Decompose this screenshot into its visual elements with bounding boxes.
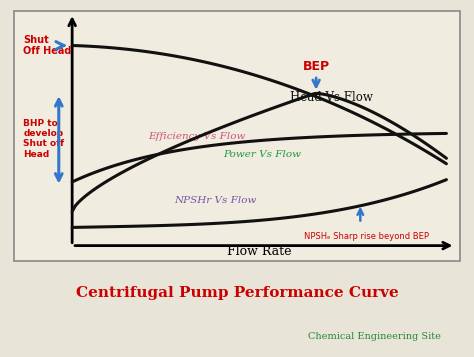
- Text: Power Vs Flow: Power Vs Flow: [224, 150, 301, 159]
- Text: Chemical Engineering Site: Chemical Engineering Site: [308, 332, 441, 341]
- Text: Shut
Off Head: Shut Off Head: [23, 35, 72, 56]
- Text: BHP to
develop
Shut off
Head: BHP to develop Shut off Head: [23, 119, 64, 159]
- Text: BEP: BEP: [302, 60, 330, 72]
- Text: NPSHₑ Sharp rise beyond BEP: NPSHₑ Sharp rise beyond BEP: [304, 232, 429, 241]
- Text: NPSHr Vs Flow: NPSHr Vs Flow: [174, 196, 257, 205]
- Text: Flow Rate: Flow Rate: [227, 245, 292, 258]
- Text: Head Vs Flow: Head Vs Flow: [291, 91, 374, 104]
- Text: Centrifugal Pump Performance Curve: Centrifugal Pump Performance Curve: [76, 286, 398, 300]
- Text: Efficiency Vs Flow: Efficiency Vs Flow: [148, 132, 245, 141]
